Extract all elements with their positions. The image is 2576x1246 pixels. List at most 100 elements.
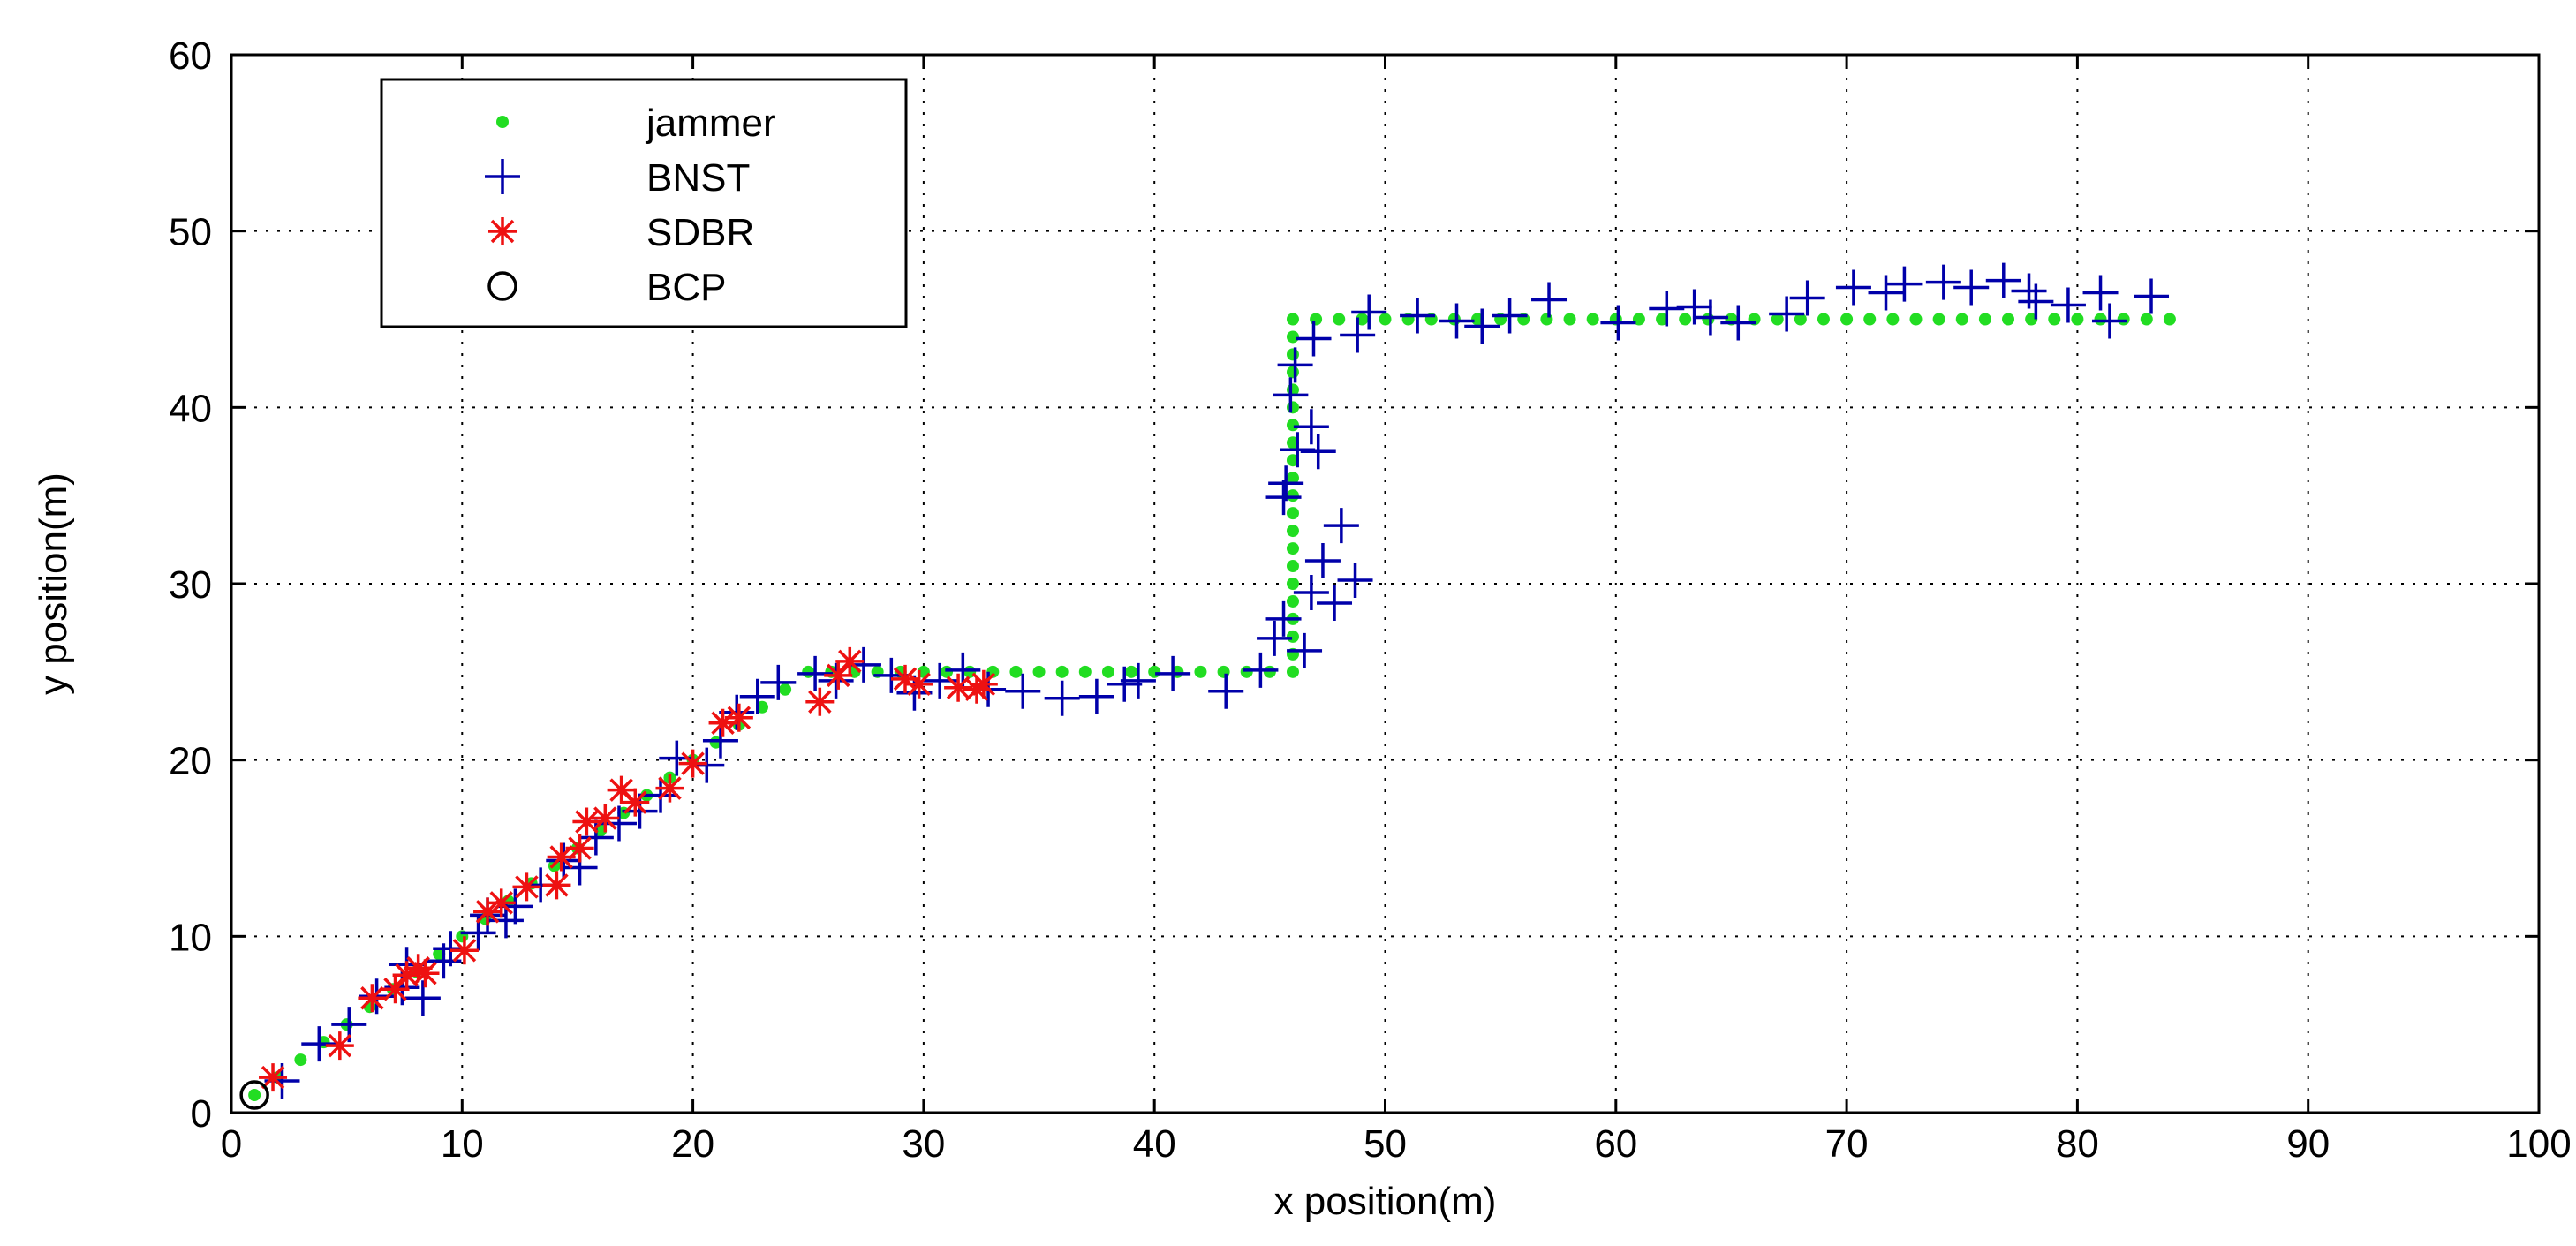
legend-BCP-swatch [487, 271, 517, 301]
x-tick-label: 90 [2286, 1122, 2330, 1166]
jammer-point [1955, 313, 1968, 326]
jammer-point [1840, 313, 1854, 326]
jammer-point [1817, 313, 1830, 326]
SDBR-point [621, 788, 650, 817]
BNST-point [1317, 585, 1353, 621]
jammer-point [1909, 313, 1923, 326]
y-tick-label: 50 [169, 211, 212, 254]
BNST-point [739, 678, 775, 714]
y-tick-label: 10 [169, 916, 212, 959]
BNST-point [1464, 308, 1500, 344]
SDBR-point [708, 708, 737, 737]
x-axis-title: x position(m) [1274, 1180, 1497, 1223]
x-tick-label: 50 [1364, 1122, 1407, 1166]
jammer-point [1286, 507, 1299, 520]
BNST-point [1868, 275, 1904, 311]
axis-ticks: 0 10 20 30 40 50 60 70 80 90 100 0 10 20 30 40 50 60 [169, 34, 2572, 1166]
SDBR-point [411, 959, 440, 988]
jammer-point [1009, 665, 1023, 678]
x-tick-label: 40 [1133, 1122, 1176, 1166]
legend-box [380, 78, 908, 328]
SDBR-point [824, 661, 853, 690]
BNST-point [1280, 432, 1316, 468]
jammer-point [1771, 313, 1784, 326]
legend-label: SDBR [646, 211, 754, 254]
BNST-point [1265, 480, 1302, 516]
y-axis-title: y position(m) [32, 472, 75, 695]
BNST-point [702, 722, 738, 759]
BNST-point [1925, 264, 1961, 300]
BNST-point [2082, 275, 2119, 311]
BNST-point [1439, 303, 1475, 339]
BNST-point [1005, 673, 1041, 709]
BNST-point [1296, 321, 1332, 357]
jammer-point [1101, 665, 1114, 678]
x-tick-label: 70 [1825, 1122, 1869, 1166]
jammer-point [1286, 542, 1299, 555]
BNST-point [1044, 680, 1080, 716]
jammer-point [2163, 313, 2176, 326]
jammer-point [1886, 313, 1900, 326]
jammer-point [1286, 313, 1299, 326]
jammer-point [1333, 313, 1346, 326]
jammer-point [1286, 560, 1299, 573]
BNST-point [1265, 600, 1302, 637]
jammer-point [1032, 665, 1046, 678]
x-tick-label: 10 [441, 1122, 484, 1166]
legend-item: BCP [487, 266, 726, 309]
jammer-point [1447, 313, 1461, 326]
jammer-point [1863, 313, 1877, 326]
data-series [239, 262, 2176, 1110]
jammer-point [2140, 313, 2153, 326]
jammer-point [1286, 366, 1299, 379]
x-tick-label: 60 [1594, 1122, 1637, 1166]
legend-BNST-swatch [485, 159, 520, 194]
BNST-point [1351, 294, 1387, 330]
SDBR-point [607, 775, 636, 804]
jammer-point [1286, 401, 1299, 414]
BNST-point [1835, 269, 1871, 306]
BNST-point [2018, 283, 2054, 320]
BNST-point [2134, 278, 2170, 314]
SDBR-point [512, 872, 541, 902]
series-BCP [239, 1080, 269, 1110]
SDBR-point [449, 936, 479, 965]
jammer-point [1286, 348, 1299, 361]
BCP-point [239, 1080, 269, 1110]
jammer-point [1194, 665, 1207, 678]
jammer-point [1240, 665, 1253, 678]
BNST-point [1649, 291, 1685, 327]
BNST-point [1953, 269, 1990, 306]
x-tick-label: 20 [671, 1122, 714, 1166]
SDBR-point [724, 703, 753, 732]
jammer-point [1794, 313, 1807, 326]
jammer-point [2094, 313, 2107, 326]
jammer-point [1978, 313, 1991, 326]
BNST-point [1985, 262, 2021, 298]
BNST-point [797, 655, 834, 691]
y-tick-label: 30 [169, 563, 212, 607]
jammer-point [2048, 313, 2061, 326]
y-tick-label: 20 [169, 740, 212, 783]
BNST-point [1400, 298, 1436, 334]
BNST-point [1273, 377, 1309, 413]
BNST-point [760, 664, 797, 700]
BNST-point [1120, 662, 1156, 699]
BNST-point [1304, 543, 1341, 579]
jammer-point [1379, 313, 1392, 326]
BNST-point [1720, 305, 1756, 341]
legend-item: SDBR [488, 211, 754, 254]
x-tick-label: 30 [902, 1122, 945, 1166]
SDBR-point [392, 961, 421, 990]
BNST-point [2091, 303, 2127, 339]
SDBR-point [572, 807, 601, 836]
SDBR-point [835, 646, 865, 676]
BNST-point [301, 1026, 337, 1062]
BNST-point [1257, 620, 1293, 656]
jammer-point [1125, 665, 1138, 678]
BNST-point [601, 805, 637, 842]
BNST-point [1293, 574, 1329, 610]
BNST-point [1287, 632, 1323, 668]
y-tick-label: 0 [191, 1092, 212, 1136]
